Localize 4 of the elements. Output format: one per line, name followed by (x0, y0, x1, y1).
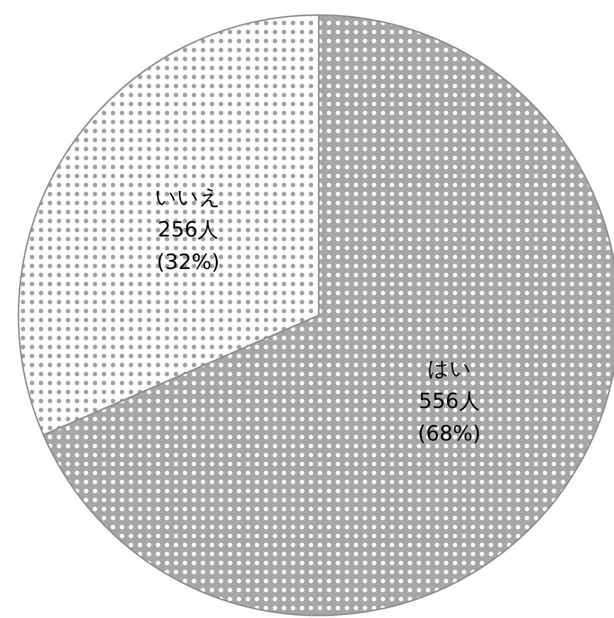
data-label: 256人 (32%) (156, 218, 220, 274)
data-label: 556人 (68%) (418, 388, 481, 446)
slice-label: いいえ (155, 185, 222, 210)
slice-label: はい (427, 356, 472, 380)
